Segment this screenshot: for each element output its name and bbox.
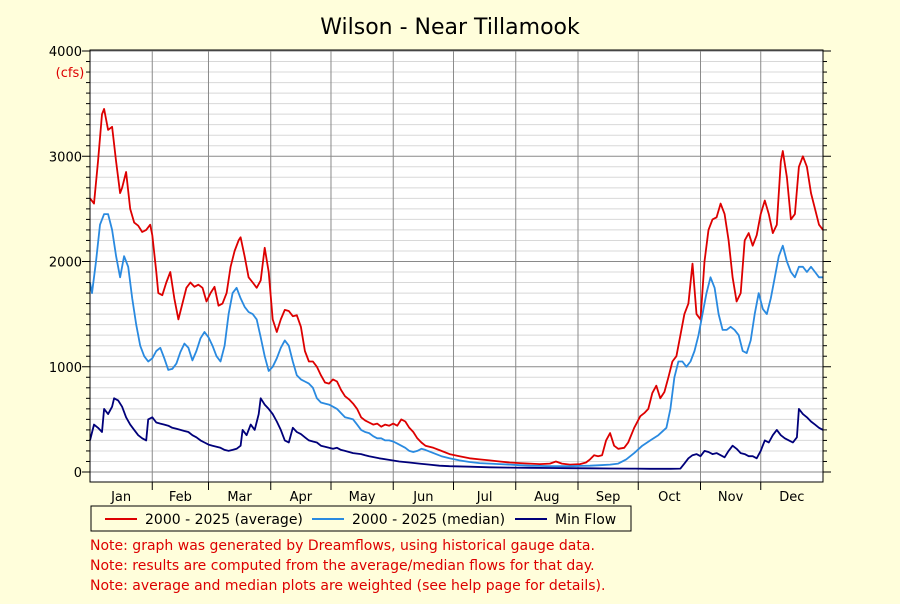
series-lines xyxy=(89,108,824,470)
legend-label-median: 2000 - 2025 (median) xyxy=(352,512,505,528)
x-tick-label: Jul xyxy=(476,490,493,505)
y-tick-label: 1000 xyxy=(49,361,82,376)
y-tick-label: 2000 xyxy=(49,256,82,271)
series-line-median xyxy=(89,213,823,468)
chart-title: Wilson - Near Tillamook xyxy=(320,15,580,40)
y-tick-label: 0 xyxy=(74,466,82,481)
grid-lines xyxy=(90,50,823,482)
legend-label-average: 2000 - 2025 (average) xyxy=(145,512,303,528)
axes: 0 1000 2000 3000 4000 Jan Feb Mar Apr May Jun Jul Au… xyxy=(49,45,831,505)
plot-frame xyxy=(89,49,824,483)
plot-area xyxy=(90,50,823,482)
note-line-3: Note: average and median plots are weigh… xyxy=(90,578,605,594)
x-tick-label: Feb xyxy=(169,490,192,505)
x-tick-label: Jun xyxy=(412,490,433,505)
legend-label-min-flow: Min Flow xyxy=(555,512,616,528)
y-unit-label: (cfs) xyxy=(56,66,85,81)
x-tick-label: Apr xyxy=(290,490,313,505)
y-tick-label: 4000 xyxy=(49,45,82,60)
series-line-average xyxy=(89,108,824,466)
x-tick-label: Dec xyxy=(779,490,804,505)
series-line-min-flow xyxy=(89,397,824,470)
x-tick-label: Sep xyxy=(596,490,621,505)
x-tick-label: Oct xyxy=(658,490,680,505)
note-line-1: Note: graph was generated by Dreamflows,… xyxy=(90,538,595,554)
x-tick-label: Mar xyxy=(227,490,252,505)
note-line-2: Note: results are computed from the aver… xyxy=(90,558,595,574)
notes: Note: graph was generated by Dreamflows,… xyxy=(90,538,605,594)
x-tick-label: Nov xyxy=(718,490,744,505)
legend: 2000 - 2025 (average) 2000 - 2025 (media… xyxy=(90,505,632,532)
x-tick-label: Jan xyxy=(110,490,131,505)
x-tick-label: May xyxy=(349,490,376,505)
y-tick-label: 3000 xyxy=(49,150,82,165)
x-tick-label: Aug xyxy=(534,490,559,505)
